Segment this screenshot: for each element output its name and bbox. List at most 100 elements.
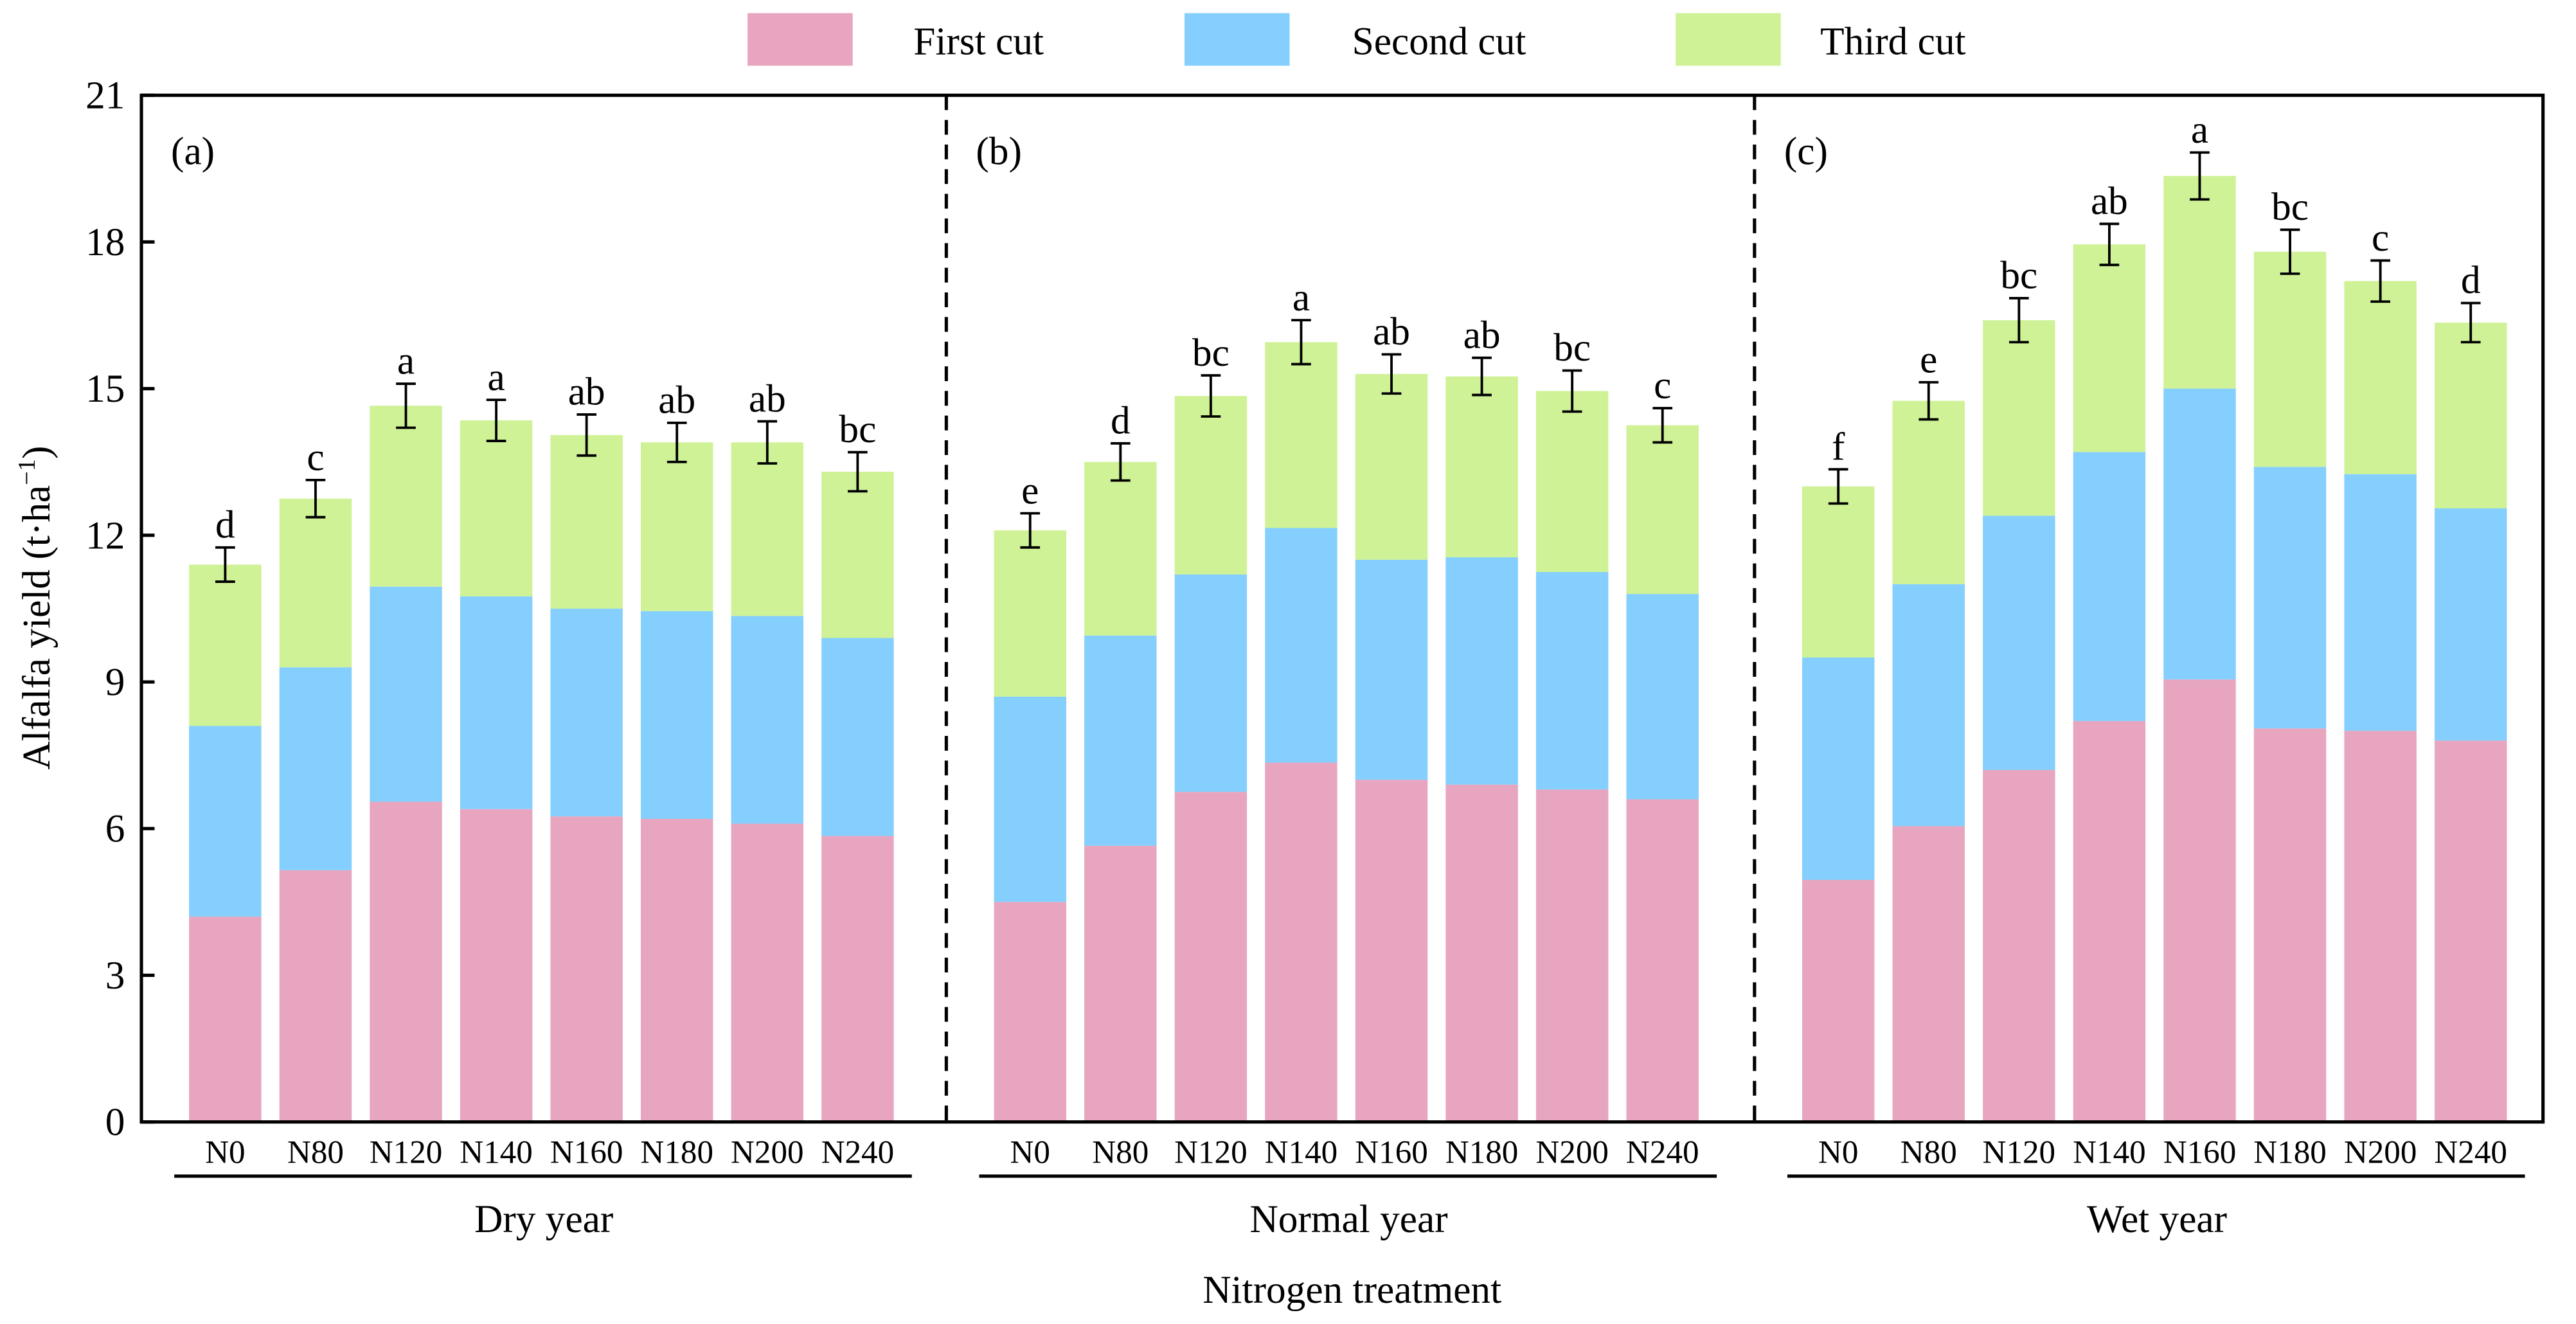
panel-tag: (c) <box>1784 130 1828 174</box>
x-tick-label: N240 <box>821 1134 895 1171</box>
x-tick-label: N180 <box>1445 1134 1519 1171</box>
plot-frame <box>139 93 2545 1124</box>
bar-third-cut <box>1802 486 1875 658</box>
error-bar <box>486 398 506 442</box>
bar-first-cut <box>550 816 623 1122</box>
bar-first-cut <box>731 823 804 1122</box>
y-tick-label: 3 <box>105 954 125 997</box>
x-tick-label: N180 <box>640 1134 713 1171</box>
error-bar <box>1828 468 1848 505</box>
x-tick-label: N0 <box>1818 1134 1858 1171</box>
legend-swatch-0 <box>747 13 853 66</box>
bars: d c a a ab ab ab bc e d bc a ab ab bc c f e bc ab a bc c d <box>189 108 2507 1122</box>
x-tick-label: N240 <box>2434 1134 2507 1171</box>
significance-letter: ab <box>568 370 605 414</box>
significance-letter: d <box>2461 258 2481 302</box>
x-tick-label: N200 <box>731 1134 804 1171</box>
bar-second-cut <box>1535 571 1609 790</box>
x-tick-label: N200 <box>1535 1134 1609 1171</box>
x-tick-label: N0 <box>205 1134 245 1171</box>
x-tick-label: N80 <box>1092 1134 1149 1171</box>
bar-second-cut <box>1265 528 1337 763</box>
bar-second-cut <box>2434 508 2507 741</box>
group-label: Dry year <box>474 1197 613 1241</box>
x-tick-label: N120 <box>1174 1134 1248 1171</box>
bar-first-cut <box>1892 826 1965 1122</box>
x-tick-label: N140 <box>460 1134 533 1171</box>
error-bar <box>1201 374 1221 418</box>
legend-label: Third cut <box>1820 19 1966 63</box>
bar-second-cut <box>1174 574 1248 792</box>
bar-second-cut <box>1084 635 1157 846</box>
significance-letter: f <box>1832 425 1845 469</box>
x-tick-label: N120 <box>1983 1134 2056 1171</box>
significance-letter: bc <box>839 407 876 451</box>
bar-second-cut <box>641 611 713 819</box>
legend-swatch-2 <box>1676 13 1781 66</box>
bar-first-cut <box>641 819 713 1122</box>
bar-third-cut <box>821 471 894 638</box>
panel-tag: (b) <box>976 130 1022 174</box>
significance-letter: ab <box>658 379 695 422</box>
bar-first-cut <box>2163 679 2236 1122</box>
bar-second-cut <box>279 667 352 870</box>
panel-tag: (a) <box>171 130 215 174</box>
significance-letter: ab <box>1373 310 1410 353</box>
bar-third-cut <box>1265 342 1337 528</box>
significance-letter: c <box>307 436 324 479</box>
error-bar <box>2460 301 2481 344</box>
bar-third-cut <box>550 434 623 609</box>
y-tick-label: 0 <box>105 1100 125 1144</box>
bar-third-cut <box>731 442 804 616</box>
bar-first-cut <box>1355 780 1428 1122</box>
significance-letter: c <box>2372 216 2389 260</box>
bar-first-cut <box>1983 769 2055 1122</box>
bar-third-cut <box>1892 400 1965 584</box>
y-tick-label: 12 <box>85 514 125 557</box>
bar-third-cut <box>279 498 352 668</box>
error-bar <box>2009 296 2029 344</box>
error-bar <box>1562 369 1582 413</box>
bar-third-cut <box>189 564 262 726</box>
error-bar <box>1652 407 1673 444</box>
x-tick-label: N160 <box>2163 1134 2237 1171</box>
bar-second-cut <box>370 586 442 802</box>
error-bar <box>2280 228 2300 275</box>
bar-third-cut <box>460 420 533 596</box>
bar-second-cut <box>550 608 623 817</box>
significance-letter: d <box>1111 398 1131 442</box>
bar-second-cut <box>1802 658 1875 881</box>
legend-label: Second cut <box>1352 19 1526 63</box>
error-bar <box>215 546 235 584</box>
error-bar <box>1110 442 1131 482</box>
error-bar <box>1472 356 1492 397</box>
error-bar <box>577 413 596 457</box>
legend: First cut Second cut Third cut <box>747 13 1966 66</box>
significance-letter: a <box>2191 108 2208 152</box>
bar-third-cut <box>1084 461 1157 636</box>
x-tick-label: N180 <box>2253 1134 2327 1171</box>
error-bar <box>1919 380 1939 421</box>
bar-first-cut <box>1174 792 1248 1122</box>
error-bar <box>1291 319 1311 366</box>
bar-first-cut <box>1084 845 1157 1122</box>
bar-second-cut <box>2344 474 2417 731</box>
bar-second-cut <box>2073 452 2146 721</box>
significance-letter: e <box>1920 337 1937 381</box>
group-label: Normal year <box>1249 1197 1447 1241</box>
x-axis-label: Nitrogen treatment <box>1203 1268 1501 1312</box>
bar-first-cut <box>1802 880 1875 1122</box>
significance-letter: d <box>215 503 235 547</box>
bar-third-cut <box>1626 425 1699 595</box>
x-tick-label: N120 <box>370 1134 443 1171</box>
y-tick-label: 6 <box>105 807 125 851</box>
y-axis-label: Alfalfa yield (t·ha−1) <box>13 446 58 770</box>
error-bar <box>1381 353 1402 395</box>
significance-letter: bc <box>1553 326 1591 370</box>
x-tick-label: N160 <box>550 1134 623 1171</box>
significance-letter: e <box>1021 469 1039 512</box>
bar-first-cut <box>279 870 352 1122</box>
bar-third-cut <box>2163 175 2236 389</box>
bar-second-cut <box>2163 388 2236 680</box>
legend-label: First cut <box>913 19 1044 63</box>
